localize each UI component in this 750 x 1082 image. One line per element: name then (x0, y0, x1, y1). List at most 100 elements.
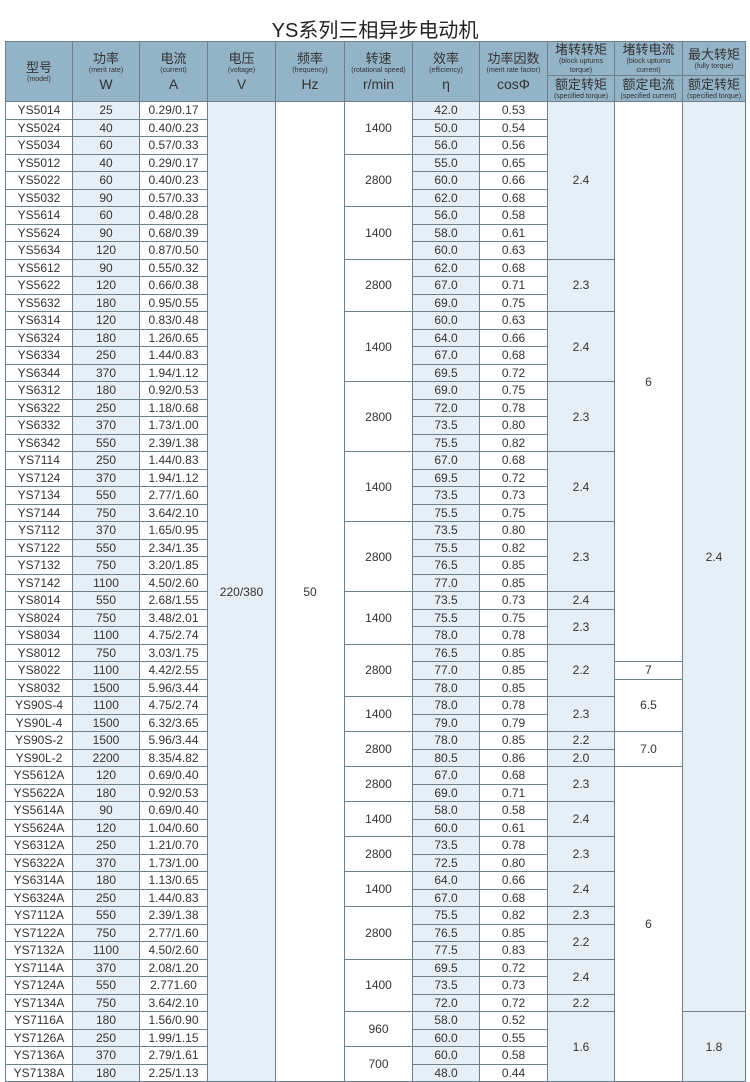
model-cell: YS5622 (5, 276, 73, 295)
header-locked-torque: 堵转转矩 (block upturns torque) (547, 41, 615, 76)
power-factor-cell: 0.85 (479, 556, 548, 575)
model-cell: YS5624A (5, 818, 73, 837)
header-locked-current: 堵转电流 (block upturns current) (614, 41, 683, 76)
locked-current-cell: 7 (614, 661, 683, 680)
power-factor-cell: 0.63 (479, 311, 548, 330)
power-factor-cell: 0.72 (479, 993, 548, 1012)
power-factor-cell: 0.44 (479, 1063, 548, 1082)
model-cell: YS7132 (5, 556, 73, 575)
power-cell: 90 (72, 801, 140, 820)
table-row: YS7144 750 3.64/2.10 75.5 0.75 (5, 503, 746, 522)
model-cell: YS6322A (5, 853, 73, 872)
current-cell: 4.42/2.55 (139, 661, 208, 680)
table-row: YS7124 370 1.94/1.12 69.5 0.72 (5, 468, 746, 487)
table-row: YS5634 120 0.87/0.50 60.0 0.63 (5, 241, 746, 260)
power-factor-cell: 0.72 (479, 363, 548, 382)
power-factor-cell: 0.85 (479, 731, 548, 750)
efficiency-cell: 69.0 (412, 381, 480, 400)
power-cell: 250 (72, 346, 140, 365)
locked-torque-cell: 2.3 (547, 906, 615, 925)
power-factor-cell: 0.79 (479, 713, 548, 732)
table-row: YS6324 180 1.26/0.65 64.0 0.66 (5, 328, 746, 347)
speed-cell: 1400 (344, 591, 413, 645)
model-cell: YS7124 (5, 468, 73, 487)
model-cell: YS7138A (5, 1063, 73, 1082)
current-cell: 0.92/0.53 (139, 381, 208, 400)
efficiency-cell: 76.5 (412, 643, 480, 662)
model-cell: YS8012 (5, 643, 73, 662)
power-factor-cell: 0.68 (479, 188, 548, 207)
current-cell: 0.29/0.17 (139, 101, 208, 120)
efficiency-cell: 73.5 (412, 976, 480, 995)
model-cell: YS7122A (5, 923, 73, 942)
model-cell: YS6312A (5, 836, 73, 855)
efficiency-cell: 73.5 (412, 521, 480, 540)
power-factor-cell: 0.68 (479, 258, 548, 277)
power-cell: 370 (72, 468, 140, 487)
model-cell: YS7132A (5, 941, 73, 960)
power-factor-cell: 0.80 (479, 853, 548, 872)
model-cell: YS6324A (5, 888, 73, 907)
model-cell: YS6314 (5, 311, 73, 330)
efficiency-cell: 50.0 (412, 118, 480, 137)
model-cell: YS6332 (5, 416, 73, 435)
power-factor-cell: 0.72 (479, 468, 548, 487)
efficiency-cell: 69.5 (412, 363, 480, 382)
power-cell: 2200 (72, 748, 140, 767)
locked-torque-cell: 1.6 (547, 1011, 615, 1082)
model-cell: YS7134 (5, 486, 73, 505)
speed-cell: 700 (344, 1046, 413, 1082)
power-cell: 250 (72, 1028, 140, 1047)
locked-torque-cell: 2.2 (547, 731, 615, 750)
efficiency-cell: 58.0 (412, 801, 480, 820)
efficiency-cell: 69.0 (412, 783, 480, 802)
current-cell: 1.18/0.68 (139, 398, 208, 417)
current-cell: 2.39/1.38 (139, 433, 208, 452)
efficiency-cell: 75.5 (412, 503, 480, 522)
power-cell: 120 (72, 311, 140, 330)
model-cell: YS6312 (5, 381, 73, 400)
model-cell: YS6342 (5, 433, 73, 452)
table-row: YS7136A 370 2.79/1.61 700 60.0 0.58 (5, 1046, 746, 1082)
model-cell: YS5634 (5, 241, 73, 260)
current-cell: 3.48/2.01 (139, 608, 208, 627)
model-cell: YS7134A (5, 993, 73, 1012)
efficiency-cell: 72.0 (412, 398, 480, 417)
current-cell: 0.57/0.33 (139, 188, 208, 207)
table-row: YS6342 550 2.39/1.38 75.5 0.82 (5, 433, 746, 452)
power-cell: 1100 (72, 696, 140, 715)
efficiency-cell: 67.0 (412, 888, 480, 907)
efficiency-cell: 58.0 (412, 223, 480, 242)
locked-torque-cell: 2.4 (547, 958, 615, 995)
power-factor-cell: 0.61 (479, 818, 548, 837)
power-factor-cell: 0.71 (479, 276, 548, 295)
efficiency-cell: 56.0 (412, 206, 480, 225)
power-factor-cell: 0.65 (479, 153, 548, 172)
model-cell: YS5614A (5, 801, 73, 820)
efficiency-cell: 77.5 (412, 941, 480, 960)
table-row: YS7126A 250 1.99/1.15 60.0 0.55 (5, 1028, 746, 1047)
efficiency-cell: 48.0 (412, 1063, 480, 1082)
max-torque-cell: 2.4 (682, 101, 746, 1012)
power-cell: 120 (72, 818, 140, 837)
power-factor-cell: 0.78 (479, 398, 548, 417)
efficiency-cell: 73.5 (412, 836, 480, 855)
efficiency-cell: 60.0 (412, 241, 480, 260)
power-cell: 1500 (72, 731, 140, 750)
current-cell: 3.64/2.10 (139, 503, 208, 522)
header-efficiency: 效率 (efficiency) η (412, 41, 480, 102)
power-cell: 750 (72, 608, 140, 627)
power-factor-cell: 0.82 (479, 906, 548, 925)
table-row: YS8034 1100 4.75/2.74 78.0 0.78 (5, 626, 746, 645)
power-factor-cell: 0.75 (479, 503, 548, 522)
current-cell: 1.99/1.15 (139, 1028, 208, 1047)
table-row: YS6334 250 1.44/0.83 67.0 0.68 (5, 346, 746, 365)
table-row: YS7132 750 3.20/1.85 76.5 0.85 (5, 556, 746, 575)
current-cell: 0.40/0.23 (139, 118, 208, 137)
header-voltage: 电压 (voltage) V (207, 41, 276, 102)
header-current: 电流 (current) A (139, 41, 208, 102)
header-frequency: 频率 (frequency) Hz (275, 41, 345, 102)
locked-torque-cell: 2.0 (547, 748, 615, 767)
current-cell: 2.39/1.38 (139, 906, 208, 925)
power-cell: 750 (72, 643, 140, 662)
